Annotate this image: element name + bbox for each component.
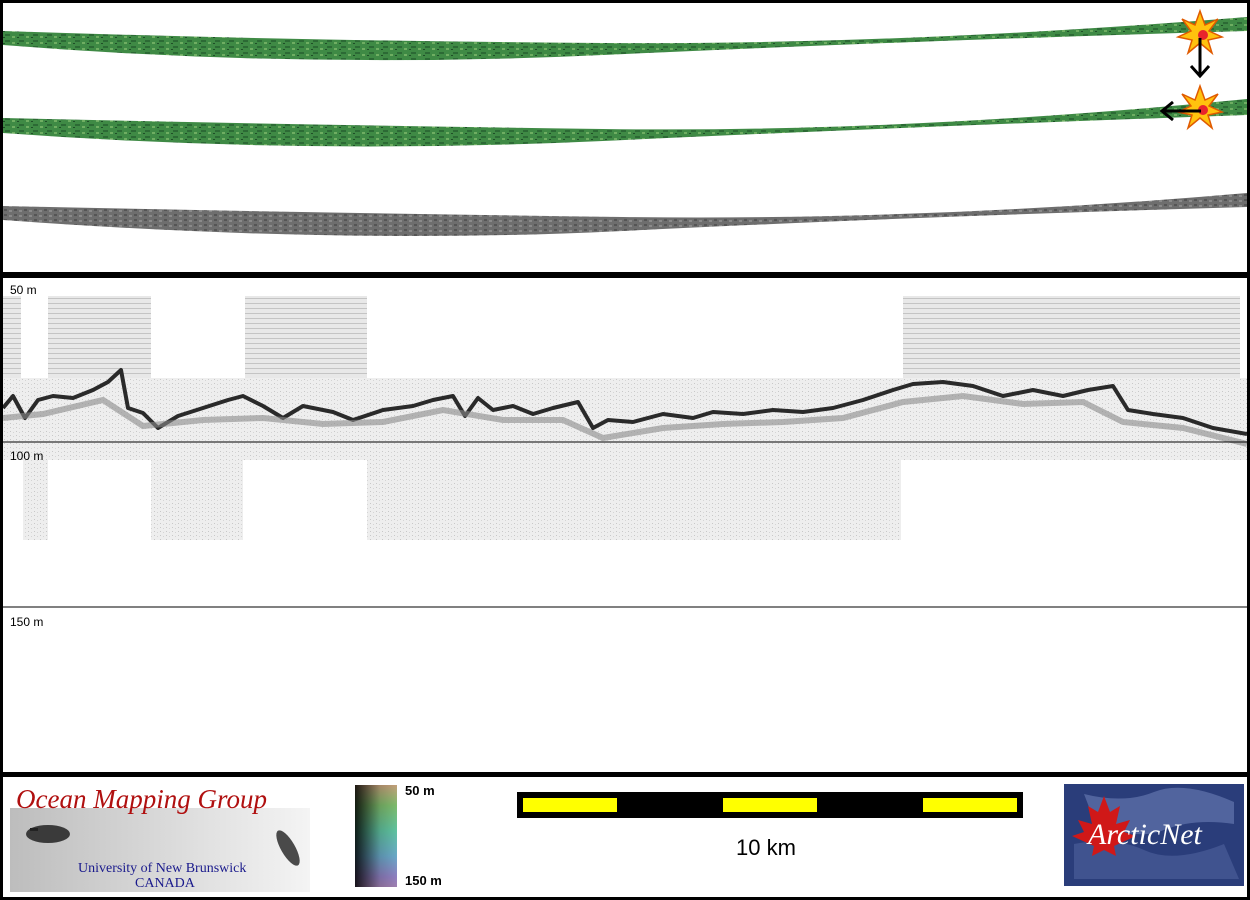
- penetration-block: [367, 458, 901, 540]
- swath-strip-relief-2: [3, 99, 1247, 147]
- depth-label-150m: 150 m: [10, 615, 44, 629]
- scale-bar: [517, 792, 1023, 818]
- arcticnet-logo-text: ArcticNet: [1088, 818, 1202, 851]
- penetration-block: [23, 458, 48, 540]
- arcticnet-logo: [1064, 784, 1244, 886]
- omg-logo-title: Ocean Mapping Group: [16, 784, 267, 814]
- scale-bar-label: 10 km: [736, 835, 796, 860]
- arrow-down-icon: [1189, 38, 1211, 79]
- scale-bar-segment: [723, 798, 817, 812]
- water-column-block: [245, 296, 367, 380]
- depth-label-100m: 100 m: [10, 449, 44, 463]
- subbottom-profile-panel: [0, 274, 1250, 776]
- water-column-block: [903, 296, 1240, 380]
- water-column-block: [48, 296, 151, 380]
- penetration-block: [151, 458, 243, 540]
- depth-color-legend: [355, 785, 397, 887]
- sonar-fish-icon: [26, 825, 70, 843]
- omg-logo-university: University of New Brunswick: [78, 861, 247, 876]
- subbottom-profile-canvas: [3, 296, 1247, 608]
- scale-bar-segment: [523, 798, 617, 812]
- omg-logo-country: CANADA: [135, 876, 195, 891]
- seafloor-reflector: [3, 368, 1247, 436]
- maple-leaf-icon: [1072, 796, 1136, 856]
- swath-map-canvas: [3, 8, 1247, 237]
- water-column-block: [3, 296, 21, 380]
- omg-logo-graphic: [10, 808, 310, 892]
- swath-strip-relief-1: [3, 17, 1247, 61]
- sonar-fish-icon: [276, 830, 300, 866]
- depth-label-50m: 50 m: [10, 283, 37, 297]
- arrow-left-icon: [1159, 100, 1201, 122]
- legend-top-label: 50 m: [405, 783, 435, 798]
- swath-strip-backscatter: [3, 193, 1247, 237]
- scale-bar-segment: [923, 798, 1017, 812]
- seafloor-reflector-shadow: [3, 392, 1247, 447]
- legend-bottom-label: 150 m: [405, 873, 442, 888]
- swath-map-panel: [0, 0, 1250, 276]
